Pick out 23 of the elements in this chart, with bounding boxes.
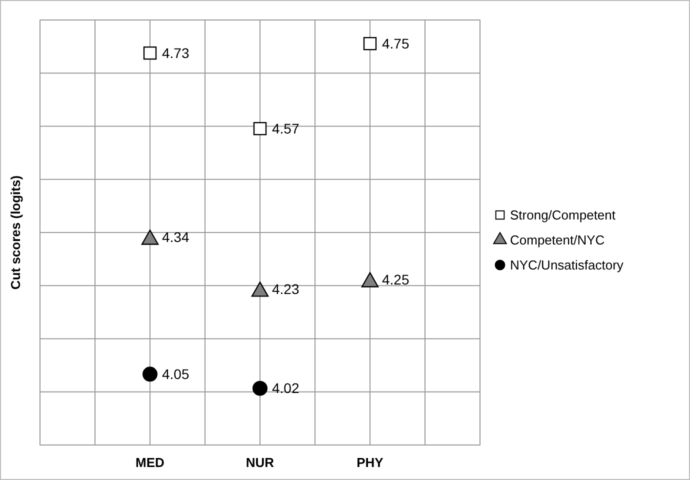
x-tick-label: NUR <box>246 455 275 470</box>
point <box>361 272 379 288</box>
y-axis-title: Cut scores (logits) <box>8 175 23 290</box>
point <box>363 37 377 50</box>
legend-label: Competent/NYC <box>510 232 605 248</box>
data-label: 4.73 <box>162 44 190 61</box>
x-tick-label: MED <box>136 455 164 470</box>
point <box>253 122 267 136</box>
legend-label: NYC/Unsatisfactory <box>510 258 624 273</box>
legend-label: Strong/Competent <box>510 208 616 223</box>
data-label: 4.23 <box>272 281 300 298</box>
x-tick-label: PHY <box>356 455 384 470</box>
data-label: 4.02 <box>272 380 300 396</box>
point <box>252 380 268 396</box>
point <box>143 46 157 60</box>
data-label: 4.25 <box>382 272 410 288</box>
point <box>142 366 158 382</box>
data-label: 4.34 <box>162 229 190 246</box>
point <box>141 230 159 245</box>
data-label: 4.05 <box>162 366 190 382</box>
data-label: 4.75 <box>382 36 410 52</box>
point <box>251 282 269 297</box>
data-label: 4.57 <box>272 120 300 137</box>
